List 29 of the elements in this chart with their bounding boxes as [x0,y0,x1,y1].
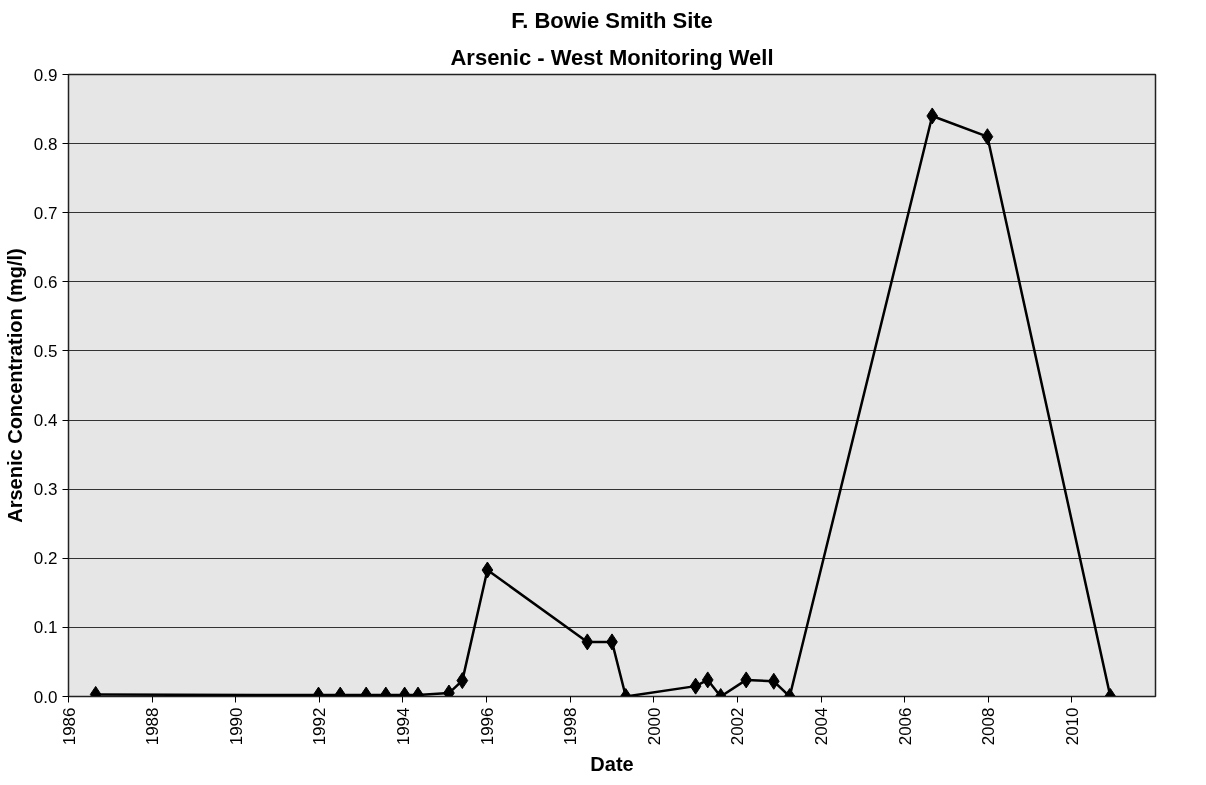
x-tick-label: 2008 [979,707,999,746]
x-tick-label: 1990 [226,707,246,746]
y-tick-label: 0.2 [33,549,58,569]
x-tick-label: 2006 [895,707,915,746]
point [981,128,994,146]
y-tick-label: 0.4 [33,411,58,431]
x-tick-label: 2000 [644,707,664,746]
y-tick-label: 0.1 [33,618,58,638]
y-tick-label: 0.5 [33,341,58,361]
y-tick-label: 0.0 [33,687,58,707]
y-tick-label: 0.6 [33,272,58,292]
y-tick-label: 0.8 [33,134,58,154]
x-tick-label: 1994 [393,707,413,746]
y-tick-label: 0.9 [33,65,58,85]
chart-title: F. Bowie Smith Site [511,7,713,33]
x-tick-label: 2004 [812,707,832,746]
x-tick-label: 1998 [561,707,581,746]
point [926,107,939,125]
x-tick-label: 2010 [1062,707,1082,746]
y-tick-label: 0.7 [33,203,58,223]
x-tick-label: 1986 [59,707,79,746]
x-axis-title: Date [590,753,634,776]
x-tick-label: 1988 [143,707,163,746]
x-tick-label: 1992 [310,707,330,746]
y-axis-title: Arsenic Concentration (mg/l) [3,248,26,523]
y-tick-label: 0.3 [33,480,58,500]
x-tick-label: 2002 [728,707,748,746]
chart-subtitle: Arsenic - West Monitoring Well [450,44,774,70]
x-tick-label: 1996 [477,707,497,746]
